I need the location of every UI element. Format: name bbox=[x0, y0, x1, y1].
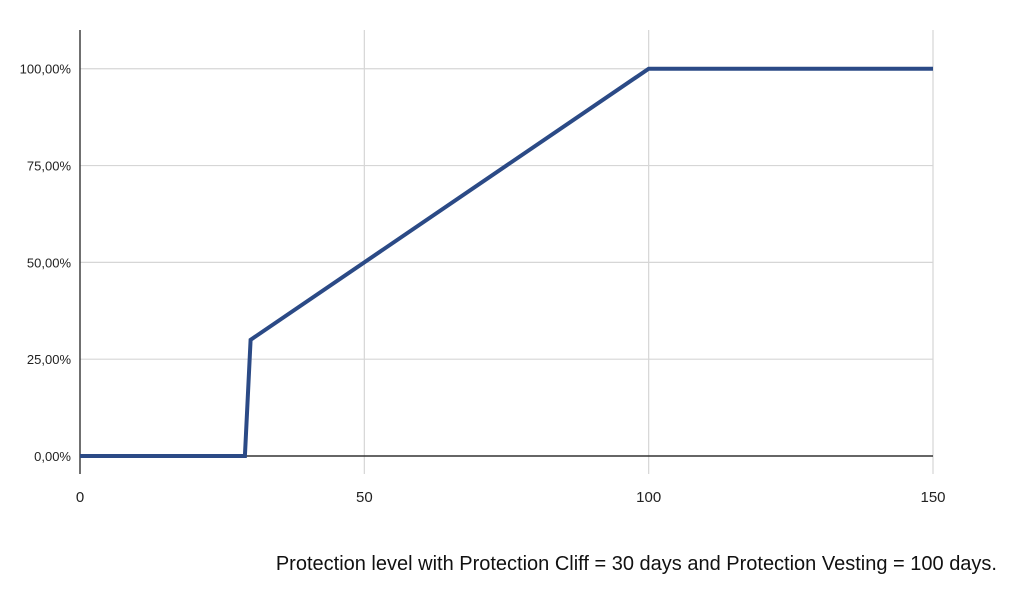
x-tick-label: 100 bbox=[636, 489, 661, 506]
grid bbox=[80, 30, 934, 474]
tick-labels: 0,00% 25,00% 50,00% 75,00% 100,00% 0 50 100 150 bbox=[20, 62, 946, 506]
y-tick-label: 75,00% bbox=[27, 159, 72, 174]
axes bbox=[79, 30, 933, 474]
y-tick-label: 0,00% bbox=[34, 449, 71, 464]
y-tick-label: 100,00% bbox=[20, 62, 72, 77]
series-line bbox=[80, 66, 933, 458]
x-tick-label: 0 bbox=[76, 489, 84, 506]
y-tick-label: 25,00% bbox=[27, 352, 72, 367]
x-tick-label: 50 bbox=[356, 489, 373, 506]
x-tick-label: 150 bbox=[920, 489, 945, 506]
series bbox=[80, 66, 933, 458]
y-tick-label: 50,00% bbox=[27, 255, 72, 270]
chart-caption: Protection level with Protection Cliff =… bbox=[275, 553, 997, 575]
